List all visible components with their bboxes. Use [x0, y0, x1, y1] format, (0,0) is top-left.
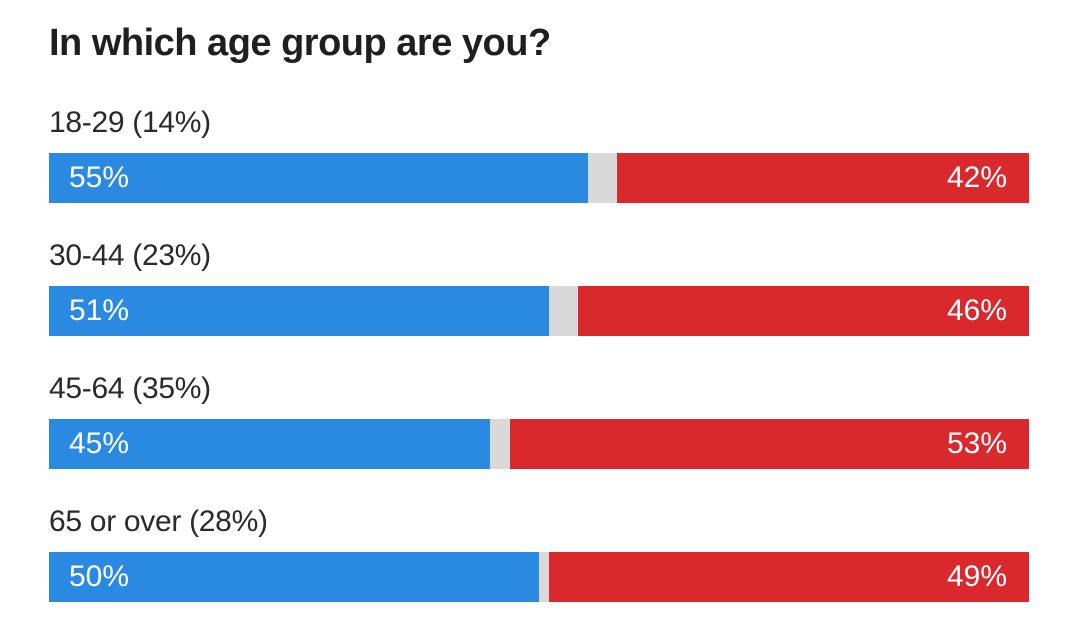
data-label: 51% — [69, 294, 130, 327]
stacked-bar: 45% 53% — [49, 419, 1029, 469]
data-label: 53% — [946, 427, 1007, 460]
data-label: 46% — [946, 294, 1007, 327]
category-label: 65 or over (28%) — [49, 505, 268, 538]
category-label: 30-44 (23%) — [49, 239, 211, 272]
stacked-bar: 55% 42% — [49, 153, 1029, 203]
data-label: 50% — [69, 560, 130, 593]
bar-segment-blue: 51% — [49, 286, 549, 336]
data-label: 42% — [946, 161, 1007, 194]
stacked-bar: 50% 49% — [49, 552, 1029, 602]
bar-segment-red: 46% — [578, 286, 1029, 336]
bar-segment-red: 53% — [509, 419, 1029, 469]
category-label: 45-64 (35%) — [49, 372, 211, 405]
category-label: 18-29 (14%) — [49, 106, 211, 139]
data-label: 45% — [69, 427, 130, 460]
chart-title: In which age group are you? — [49, 22, 551, 64]
bar-segment-blue: 45% — [49, 419, 490, 469]
stacked-bar: 51% 46% — [49, 286, 1029, 336]
data-label: 49% — [946, 560, 1007, 593]
bar-segment-blue: 50% — [49, 552, 539, 602]
bar-segment-blue: 55% — [49, 153, 588, 203]
bar-segment-red: 42% — [617, 153, 1029, 203]
data-label: 55% — [69, 161, 130, 194]
bar-segment-red: 49% — [548, 552, 1029, 602]
